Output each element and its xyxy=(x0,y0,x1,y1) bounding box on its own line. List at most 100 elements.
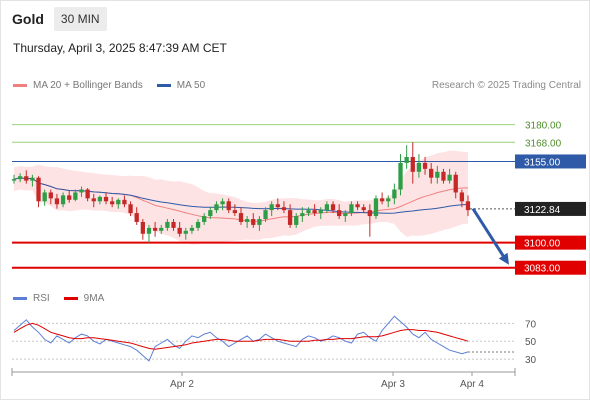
price-legend: MA 20 + Bollinger Bands MA 50 xyxy=(13,80,205,91)
candle xyxy=(79,186,84,197)
candle-body xyxy=(453,174,458,193)
candle-body xyxy=(85,189,90,199)
candle-body xyxy=(238,213,244,222)
candle xyxy=(48,189,53,205)
candle-body xyxy=(189,227,195,231)
legend-ma50: MA 50 xyxy=(156,80,206,91)
candle xyxy=(177,221,182,237)
candle-body xyxy=(30,177,35,181)
level-label-2: 3155.00 xyxy=(524,157,561,168)
candle-body xyxy=(330,204,336,211)
candle xyxy=(103,192,109,205)
candle xyxy=(183,227,188,240)
candle-body xyxy=(441,171,446,181)
candle-body xyxy=(79,189,84,193)
candle xyxy=(398,154,403,196)
chart-header: Gold 30 MIN xyxy=(12,7,107,31)
candle-body xyxy=(226,201,231,211)
candle-body xyxy=(392,189,397,199)
candle xyxy=(17,173,23,183)
candle-body xyxy=(128,204,133,214)
candle-body xyxy=(410,157,415,172)
candle xyxy=(140,219,145,240)
candle xyxy=(373,195,379,220)
instrument-title: Gold xyxy=(12,11,44,27)
candle-body xyxy=(17,176,23,180)
legend-rsi-label: RSI xyxy=(33,293,50,304)
candle-body xyxy=(165,221,170,228)
candle-body xyxy=(91,198,96,202)
candle xyxy=(202,213,207,225)
candle xyxy=(318,207,323,220)
candle-body xyxy=(435,171,440,178)
candle xyxy=(128,201,133,217)
candle xyxy=(226,198,231,214)
ma50-swatch xyxy=(156,84,171,87)
candle xyxy=(263,207,268,222)
candle xyxy=(195,219,201,231)
x-tick-label-1: Apr 3 xyxy=(381,379,405,390)
candle-body xyxy=(386,198,391,202)
candle-body xyxy=(146,227,152,234)
candle-body xyxy=(287,210,293,225)
candle-body xyxy=(367,210,372,217)
candle xyxy=(435,165,440,184)
candle-body xyxy=(73,192,78,200)
candle xyxy=(337,204,342,220)
candle-body xyxy=(54,198,60,205)
candle-body xyxy=(48,192,53,199)
candle-body xyxy=(422,162,428,169)
candle xyxy=(24,170,29,184)
rsi-ma9-line xyxy=(13,322,469,350)
level-tag-2 xyxy=(515,154,586,169)
candle xyxy=(238,207,244,225)
candle-body xyxy=(140,221,145,234)
candle xyxy=(281,201,287,214)
candle-body xyxy=(208,210,213,217)
bollinger-band xyxy=(14,150,468,245)
level-tag-3 xyxy=(515,235,586,250)
candle-body xyxy=(294,216,299,225)
candle-body xyxy=(416,162,422,172)
ma9-swatch xyxy=(63,297,78,300)
timeframe-button[interactable]: 30 MIN xyxy=(53,7,107,31)
forecast-arrow-shaft xyxy=(471,207,507,260)
legend-rsi: RSI xyxy=(13,293,50,304)
candle xyxy=(67,190,72,203)
legend-ma50-label: MA 50 xyxy=(176,80,206,91)
candle xyxy=(367,204,372,237)
candle xyxy=(287,204,293,228)
candle xyxy=(11,174,17,184)
candle xyxy=(146,224,152,243)
candle-body xyxy=(214,204,219,211)
candle-body xyxy=(183,230,188,234)
candle-body xyxy=(324,204,330,211)
candle xyxy=(36,176,41,208)
candle-body xyxy=(110,201,115,205)
candle xyxy=(159,224,164,234)
candle-body xyxy=(361,207,366,211)
candle-body xyxy=(373,198,379,217)
candle-body xyxy=(318,210,323,214)
level-label-1: 3168.00 xyxy=(525,138,562,149)
candle xyxy=(275,198,280,211)
candle-body xyxy=(281,207,287,211)
candle xyxy=(349,201,354,217)
candle xyxy=(73,189,78,202)
candle xyxy=(392,183,397,205)
candle-body xyxy=(202,216,207,222)
ma20-swatch xyxy=(13,84,27,87)
candle xyxy=(324,201,330,214)
candle-body xyxy=(232,210,238,214)
candle xyxy=(116,198,121,209)
timestamp: Thursday, April 3, 2025 8:47:39 AM CET xyxy=(13,41,227,55)
candle xyxy=(459,189,465,208)
candle xyxy=(404,145,409,169)
candle-body xyxy=(447,174,452,181)
rsi-tick-label-2: 30 xyxy=(525,355,537,366)
level-tag-4 xyxy=(515,260,586,275)
candle-body xyxy=(134,213,139,222)
last-price-label: 3122.84 xyxy=(524,205,561,216)
candle-body xyxy=(67,195,72,200)
